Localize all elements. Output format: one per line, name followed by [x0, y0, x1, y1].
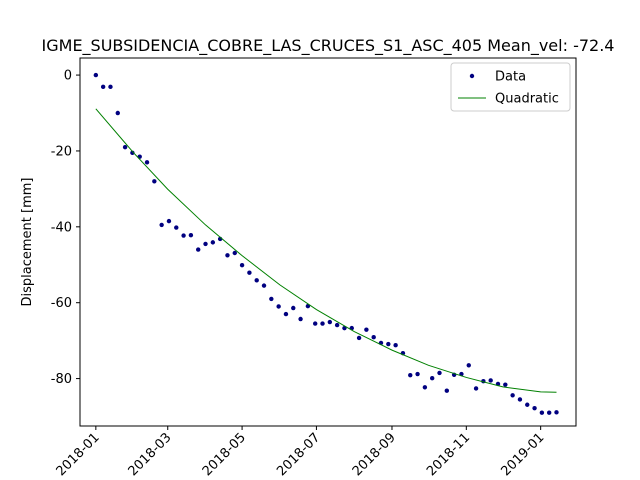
y-tick-label: 0: [64, 69, 72, 84]
data-point: [430, 376, 435, 381]
data-point: [517, 397, 523, 402]
data-point: [100, 84, 106, 90]
data-point: [371, 335, 376, 340]
data-point: [261, 283, 267, 288]
data-point: [181, 233, 186, 238]
data-point: [276, 304, 281, 309]
quadratic-fit-line: [95, 108, 557, 393]
y-tick-label: -80: [51, 372, 72, 387]
data-point: [130, 150, 135, 156]
y-tick-label: -40: [51, 220, 72, 235]
legend-box: [450, 62, 571, 112]
data-point: [539, 410, 545, 415]
data-point: [415, 371, 420, 377]
data-point: [225, 253, 230, 258]
axes-frame: [79, 57, 577, 427]
data-point: [327, 319, 333, 325]
data-point: [283, 311, 289, 317]
data-point: [159, 222, 164, 228]
legend-label: Data: [495, 70, 526, 85]
data-point: [466, 363, 471, 368]
data-point: [386, 341, 391, 347]
data-point: [313, 321, 318, 326]
data-point: [108, 84, 113, 90]
data-point: [254, 278, 259, 283]
legend: Data Quadratic: [450, 62, 571, 112]
chart-title: IGME_SUBSIDENCIA_COBRE_LAS_CRUCES_S1_ASC…: [42, 36, 615, 56]
data-point: [364, 327, 369, 332]
data-point: [196, 247, 201, 252]
data-point: [334, 322, 340, 328]
data-point: [320, 321, 325, 326]
legend-marker-swatch: [469, 73, 475, 79]
data-point: [232, 250, 237, 256]
data-point: [210, 240, 216, 245]
data-point: [532, 405, 537, 411]
data-point: [510, 393, 515, 398]
y-tick-label: -20: [51, 144, 72, 159]
data-point: [554, 410, 559, 415]
data-point: [473, 386, 479, 391]
data-point: [203, 241, 208, 247]
data-point: [437, 370, 442, 376]
data-point: [444, 388, 450, 393]
data-point: [291, 305, 296, 311]
data-point: [408, 372, 413, 378]
data-point: [298, 316, 303, 322]
data-point: [93, 72, 99, 78]
data-point: [356, 335, 362, 341]
y-tick-label: -60: [51, 296, 72, 311]
data-point: [525, 402, 530, 407]
data-point: [546, 410, 552, 415]
data-point: [152, 179, 157, 184]
data-point: [488, 378, 493, 383]
legend-label: Quadratic: [495, 92, 559, 107]
data-point: [144, 160, 150, 165]
data-point: [188, 232, 194, 238]
data-point: [122, 144, 128, 150]
data-point: [422, 385, 428, 390]
y-axis-label: Displacement [mm]: [20, 178, 35, 307]
data-point: [247, 270, 252, 275]
data-point: [393, 342, 398, 348]
data-point: [115, 110, 120, 116]
data-point: [503, 382, 508, 387]
data-point: [174, 225, 179, 230]
data-point: [239, 262, 245, 268]
data-point: [269, 296, 274, 302]
data-point: [166, 218, 172, 224]
